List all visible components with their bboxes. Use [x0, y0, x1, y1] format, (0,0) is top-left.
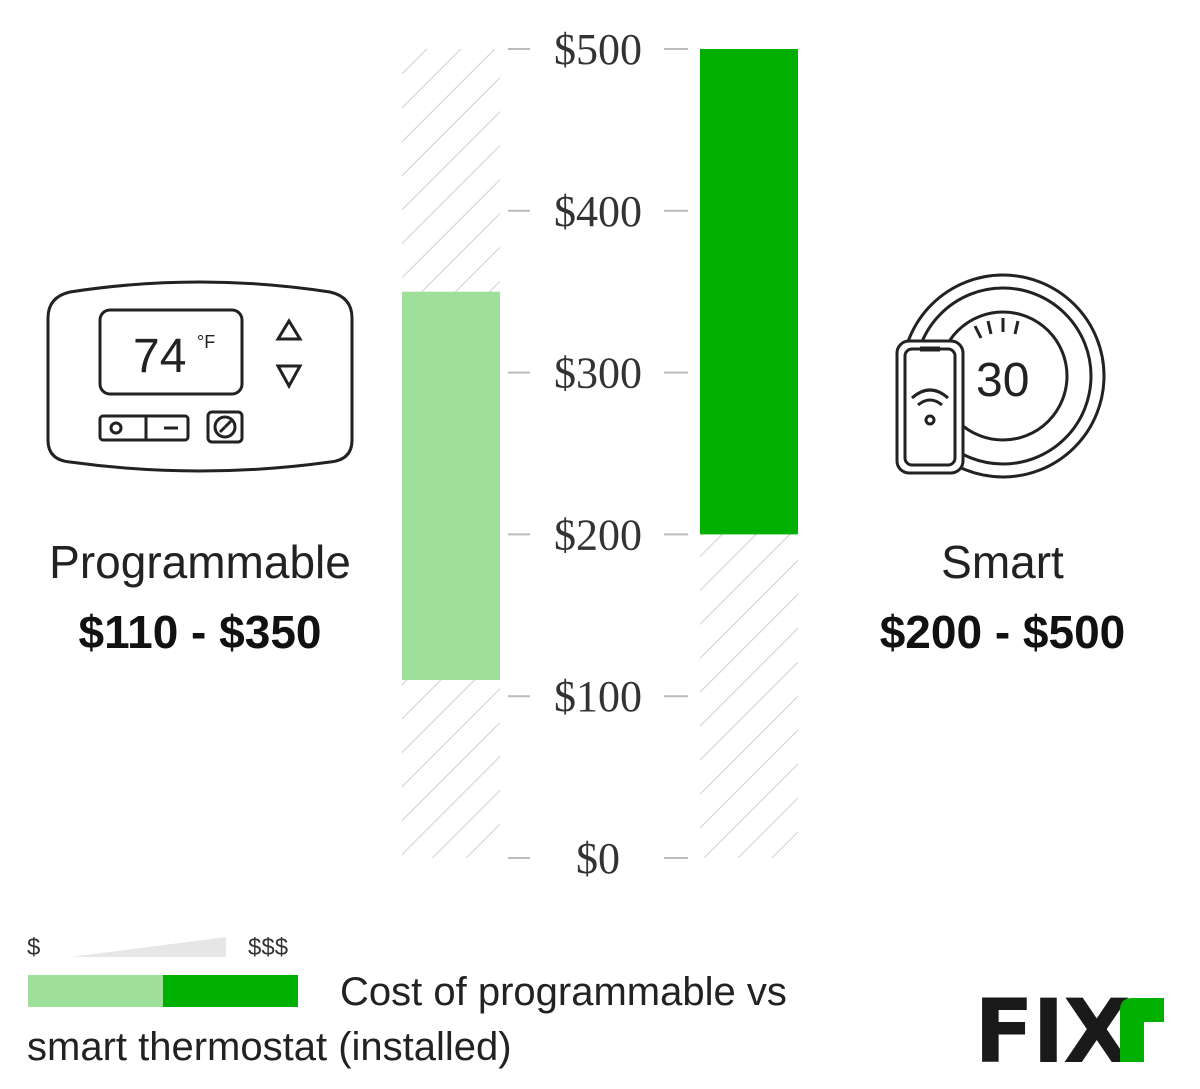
legend-wedge: [70, 937, 226, 957]
smart-range: $200 - $500: [879, 606, 1126, 658]
smart-thermostat-phone-icon: 30: [895, 273, 1106, 479]
bar-smart: [700, 49, 798, 535]
y-tick-label: $400: [554, 187, 642, 236]
legend-low-label: $: [27, 934, 41, 961]
svg-text:FIX: FIX: [974, 980, 1130, 1083]
programmable-thermostat-icon: 74 °F: [46, 280, 354, 473]
legend-swatch-programmable: [28, 975, 163, 1007]
smart-label: Smart: [941, 536, 1064, 588]
caption-line-2: smart thermostat (installed): [27, 1025, 512, 1069]
smart-display-value: 30: [976, 354, 1029, 407]
programmable-range: $110 - $350: [78, 606, 322, 658]
legend-swatch-smart: [163, 975, 298, 1007]
programmable-label: Programmable: [49, 536, 351, 588]
y-tick-label: $100: [554, 672, 642, 721]
y-tick-label: $500: [554, 25, 642, 74]
y-tick-label: $200: [554, 510, 642, 559]
y-tick-label: $0: [576, 834, 620, 883]
bar-programmable: [402, 291, 500, 681]
y-tick-label: $300: [554, 349, 642, 398]
caption-line-1: Cost of programmable vs: [340, 970, 787, 1014]
fixr-logo: FIX: [974, 980, 1164, 1083]
y-axis: $0 $100 $200 $300 $400 $500: [508, 25, 688, 883]
legend-high-label: $$$: [248, 934, 289, 961]
legend-scale: [28, 937, 298, 1007]
thermostat-unit: °F: [197, 332, 215, 352]
bars-layer: [402, 49, 798, 858]
thermostat-temp: 74: [133, 330, 186, 383]
